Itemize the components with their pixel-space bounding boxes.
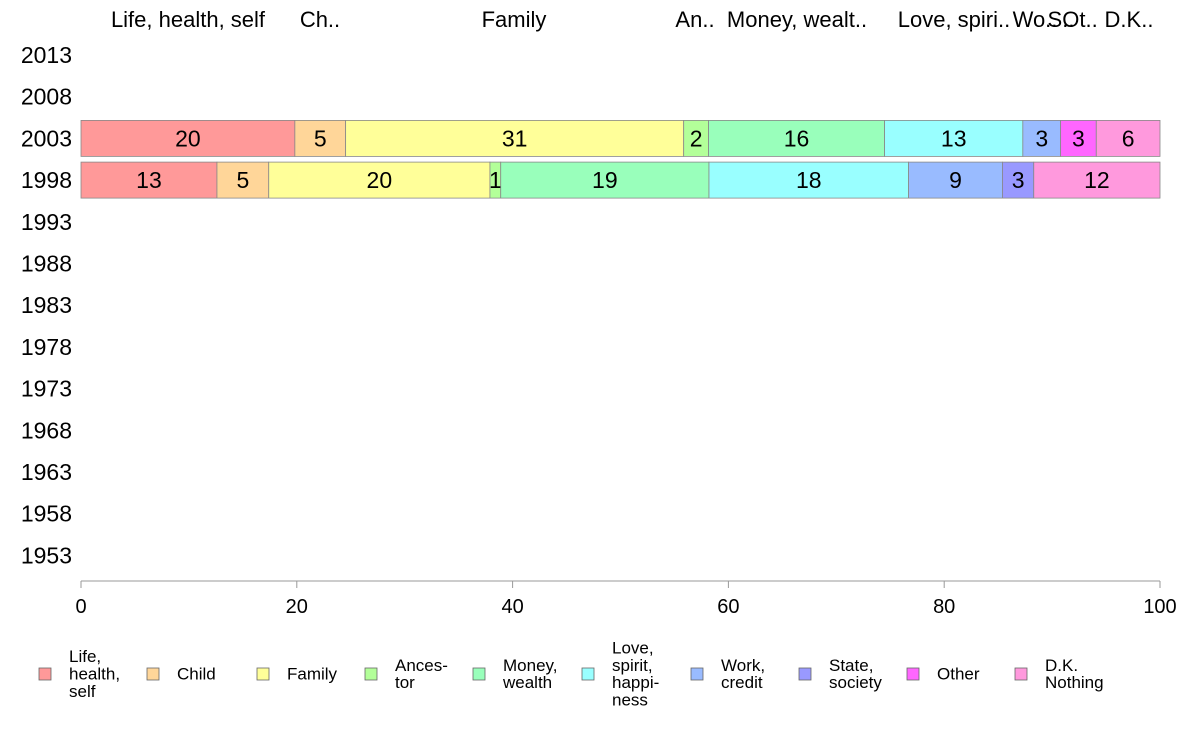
legend-label: ness (612, 690, 648, 709)
top-label: Life, health, self (111, 7, 266, 32)
legend-swatch (146, 667, 160, 681)
legend-label: Love, (612, 639, 654, 658)
bars: 20 5 31 2 16 13 3 3 613 5 20 1 19 18 9 3 12 (80, 120, 1161, 199)
x-tick-label: 80 (933, 596, 955, 618)
bar-segment (708, 120, 885, 157)
legend: Life,health,self Child Family Ances-tor Mone… (38, 639, 1104, 709)
legend-label: Life, (69, 647, 101, 666)
legend-label: society (829, 673, 882, 692)
bar-value-label: 1 (489, 167, 502, 193)
year-label: 1998 (21, 167, 72, 193)
year-label: 1978 (21, 334, 72, 360)
top-label: Ch.. (300, 7, 340, 32)
legend-label: Money, (503, 656, 558, 675)
year-label: 2013 (21, 42, 72, 68)
year-label: 1993 (21, 209, 72, 235)
bar-value-label: 13 (136, 167, 162, 193)
legend-swatch (256, 667, 270, 681)
legend-label: Work, (721, 656, 765, 675)
bar-segment (908, 161, 1003, 199)
bar-value-label: 12 (1084, 167, 1110, 193)
x-axis: 0 20 40 60 80 100 (75, 580, 1177, 618)
legend-label: Nothing (1045, 673, 1104, 692)
bar-value-label: 6 (1122, 125, 1135, 151)
legend-label: tor (395, 673, 415, 692)
bar-segment (884, 120, 1024, 157)
legend-swatch (690, 667, 704, 681)
bar-segment (500, 161, 710, 199)
x-tick-label: 20 (286, 596, 308, 618)
top-label: Love, spiri.. (898, 7, 1011, 32)
bar-value-label: 3 (1012, 167, 1025, 193)
legend-label: self (69, 682, 96, 701)
top-label: Ot.. (1062, 7, 1097, 32)
legend-swatch (1014, 667, 1028, 681)
bar-segment (1022, 120, 1062, 157)
bar-value-label: 13 (941, 125, 967, 151)
legend-label: Other (937, 665, 980, 684)
bar-value-label: 20 (175, 125, 201, 151)
top-label: D.K.. (1105, 7, 1154, 32)
bar-segment (1002, 161, 1035, 199)
legend-label: Family (287, 665, 338, 684)
bar-value-label: 20 (367, 167, 393, 193)
legend-label: D.K. (1045, 656, 1078, 675)
legend-swatch (38, 667, 52, 681)
bar-segment (708, 161, 909, 199)
year-label: 1963 (21, 459, 72, 485)
bar-value-label: 9 (949, 167, 962, 193)
year-label: 1968 (21, 417, 72, 443)
bar-value-label: 3 (1035, 125, 1048, 151)
year-label: 1953 (21, 542, 72, 568)
bar-value-label: 19 (592, 167, 618, 193)
legend-label: wealth (502, 673, 552, 692)
legend-swatch (798, 667, 812, 681)
legend-label: Ances- (395, 656, 448, 675)
top-category-labels: Life, health, self Ch.. Family An.. Money, w… (111, 7, 1154, 32)
year-label: 1988 (21, 251, 72, 277)
bar-segment (1033, 161, 1161, 199)
bar-segment (80, 120, 296, 157)
bar-segment (268, 161, 491, 199)
bar-segment (80, 161, 218, 199)
year-axis-labels: 2013 2008 2003 1998 1993 1988 1983 1978 1973 1968… (21, 42, 72, 568)
year-label: 1958 (21, 501, 72, 527)
x-tick-label: 40 (501, 596, 523, 618)
year-label: 2003 (21, 125, 72, 151)
bar-value-label: 3 (1072, 125, 1085, 151)
bar-segment (1095, 120, 1161, 157)
legend-label: State, (829, 656, 873, 675)
top-label: S.. (1048, 7, 1075, 32)
bar-value-label: 31 (502, 125, 528, 151)
x-tick-label: 0 (75, 596, 86, 618)
legend-label: spirit, (612, 656, 653, 675)
top-label: Wo.. (1013, 7, 1058, 32)
x-tick-label: 60 (717, 596, 739, 618)
legend-swatch (906, 667, 920, 681)
top-label: Money, wealt.. (727, 7, 867, 32)
bar-segment (216, 161, 270, 199)
legend-swatch (472, 667, 486, 681)
year-label: 1983 (21, 292, 72, 318)
year-label: 2008 (21, 84, 72, 110)
legend-swatch (581, 667, 595, 681)
bar-value-label: 5 (236, 167, 249, 193)
bar-segment (683, 120, 709, 157)
bar-value-label: 18 (796, 167, 822, 193)
top-label: Family (482, 7, 547, 32)
legend-swatch (364, 667, 378, 681)
legend-label: health, (69, 665, 120, 684)
bar-value-label: 5 (314, 125, 327, 151)
bar-value-label: 16 (784, 125, 810, 151)
legend-label: credit (721, 673, 763, 692)
legend-label: happi- (612, 673, 659, 692)
year-label: 1973 (21, 376, 72, 402)
bar-value-label: 2 (690, 125, 703, 151)
bar-segment (1060, 120, 1097, 157)
top-label: An.. (675, 7, 714, 32)
x-tick-label: 100 (1143, 596, 1176, 618)
legend-label: Child (177, 665, 216, 684)
